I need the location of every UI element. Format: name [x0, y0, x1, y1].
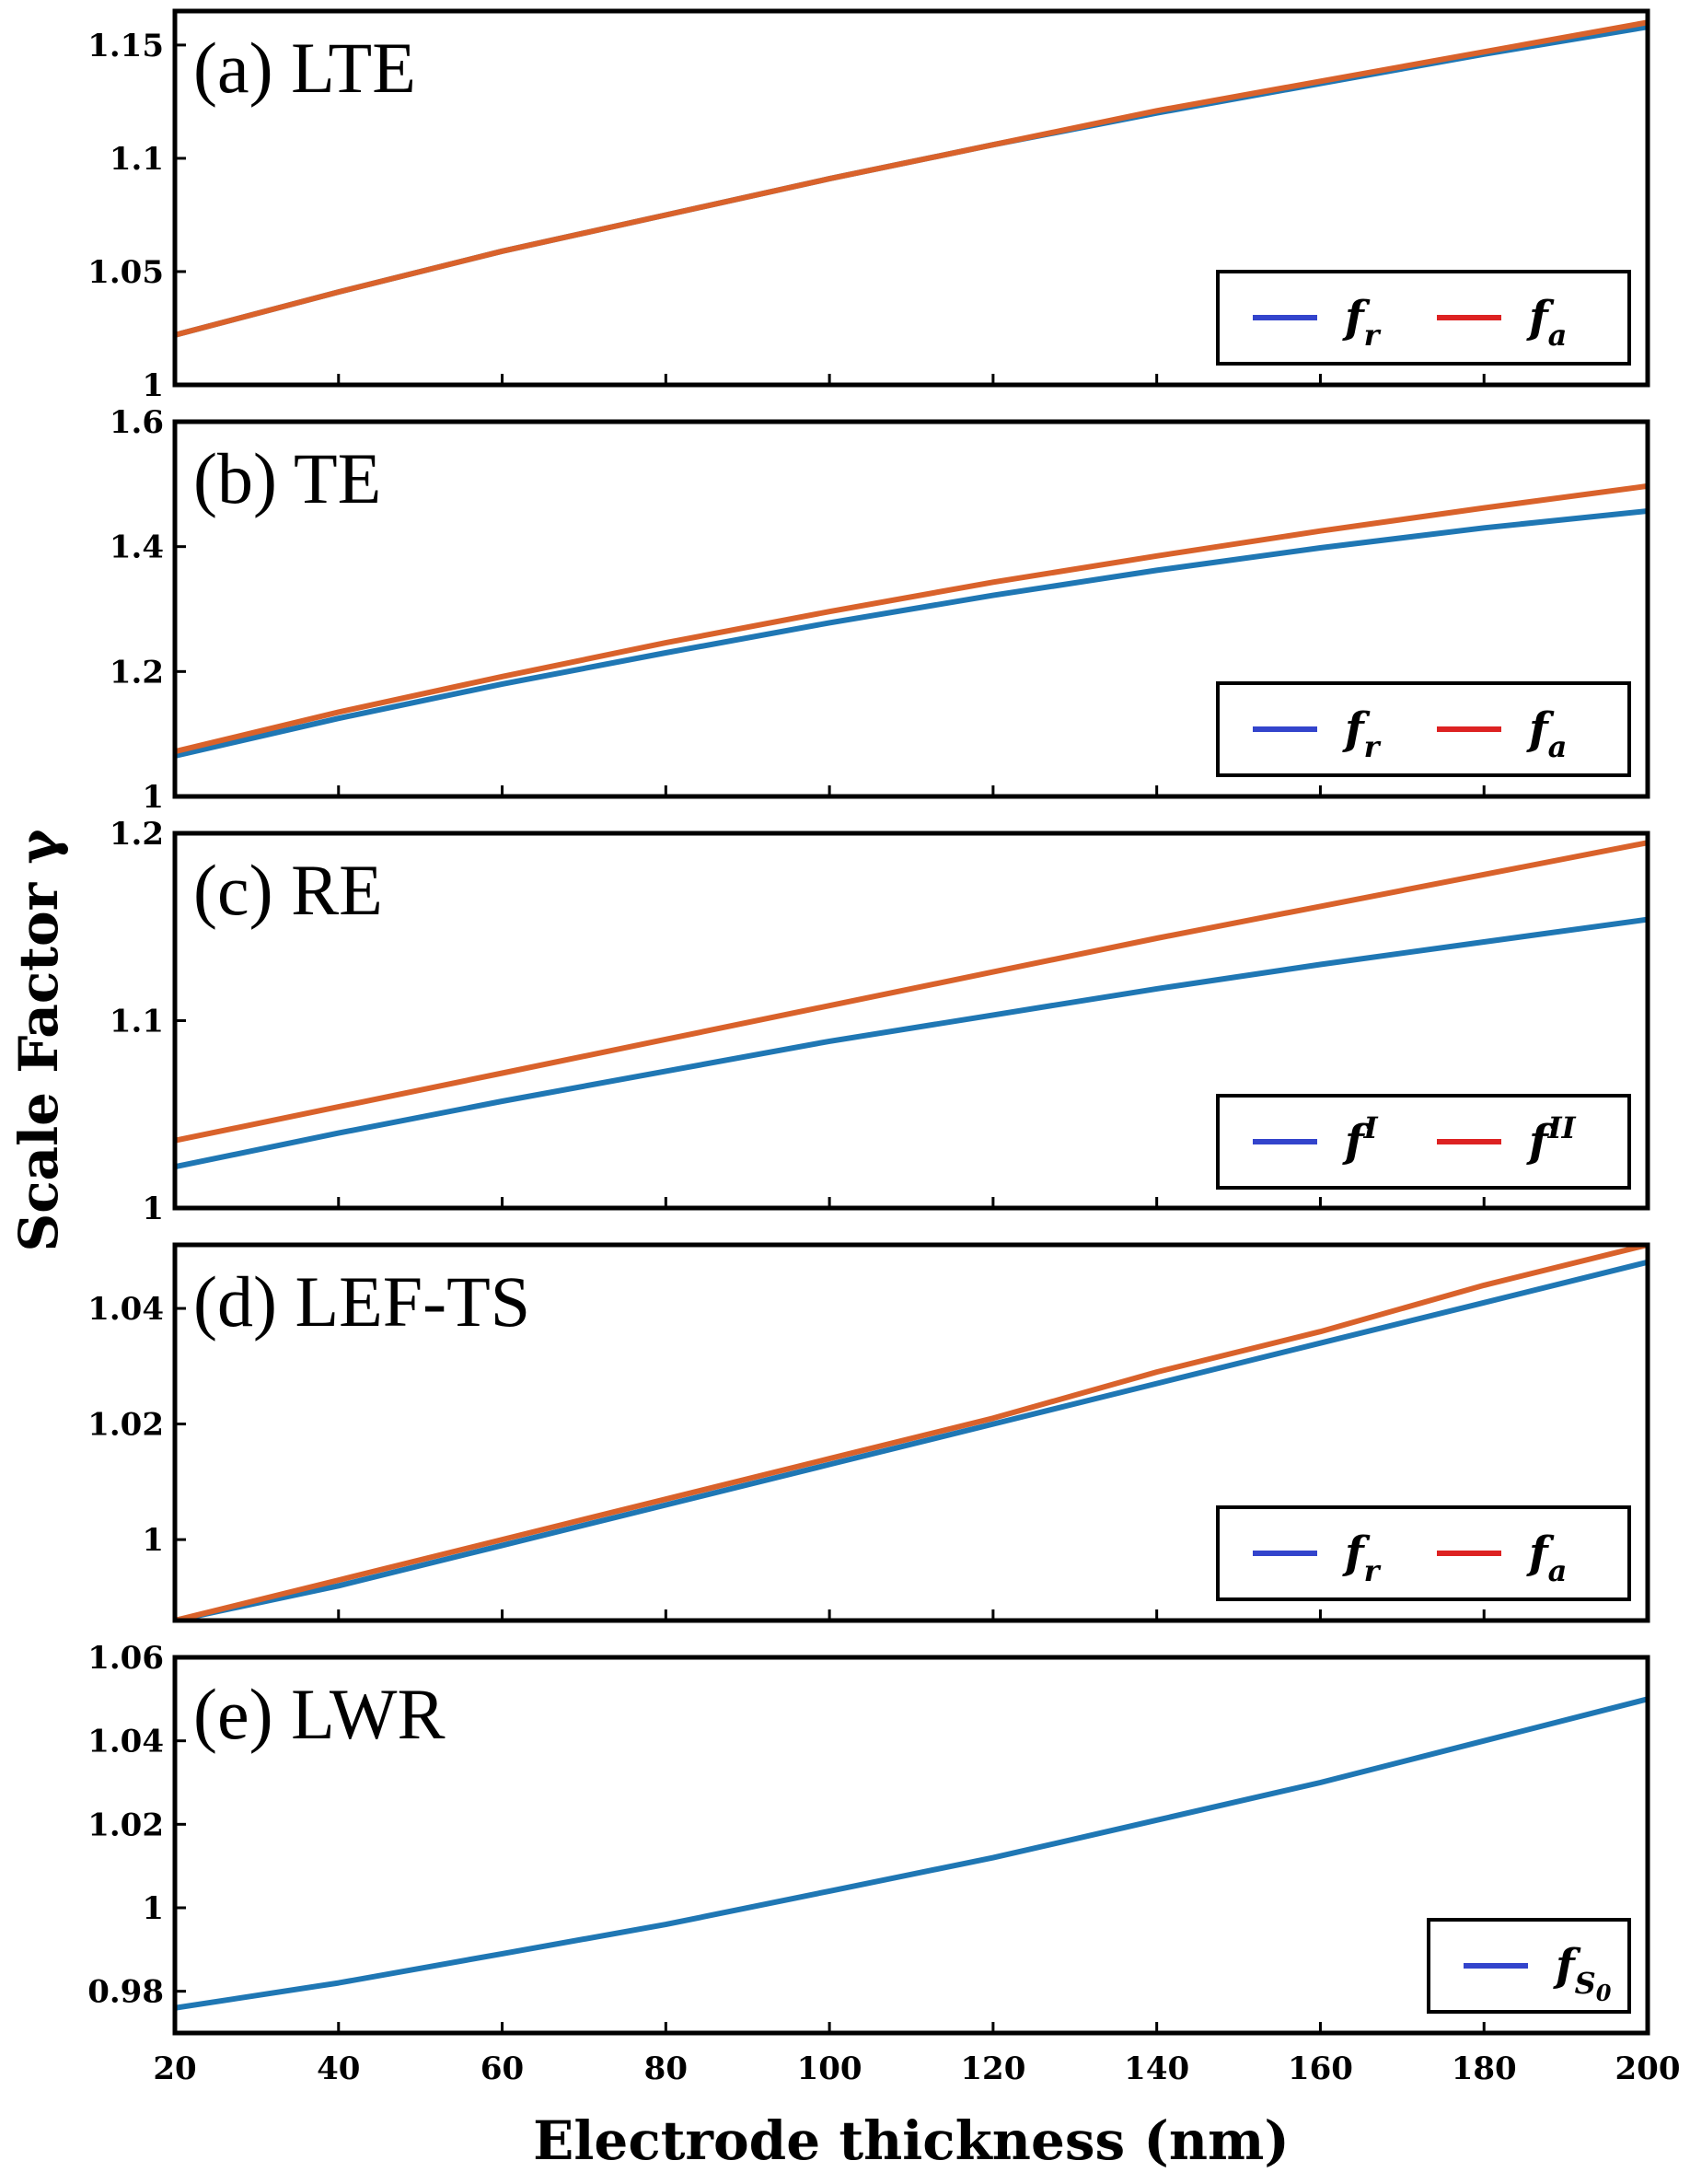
panel-1: 1 1.05 1.1 1.15 (a) LTE fr fa: [87, 8, 1650, 404]
legend: fr fa: [1216, 1505, 1631, 1601]
legend: fS0: [1427, 1918, 1631, 2014]
x-tick-labels: 20 40 60 80 100 120 140 160 180 200: [153, 2050, 1680, 2087]
x-axis-label: Electrode thickness (nm): [533, 2109, 1290, 2172]
y-tick-label: 1: [142, 779, 164, 816]
y-tick-label: 1.06: [87, 1640, 164, 1677]
series-line-fr: [175, 1259, 1648, 1621]
y-tick-label: 1.2: [110, 654, 164, 691]
legend-label: fr: [1342, 703, 1382, 764]
legend: fr fa: [1216, 681, 1631, 777]
y-tick-label: 1.1: [110, 1004, 164, 1040]
y-tick-label: 1.4: [110, 529, 164, 566]
series-line-fii: [175, 840, 1648, 1144]
panel-title: (b) TE: [193, 438, 381, 518]
y-axis-label: Scale Factor γ: [7, 829, 70, 1252]
panel-2: 1 1.2 1.4 1.6 (b) TE fr fa: [110, 404, 1650, 816]
y-tick-label: 1.1: [110, 141, 164, 178]
panel-title: (c) RE: [193, 850, 383, 930]
series-line-fr: [175, 508, 1648, 759]
legend-box: [1427, 1918, 1631, 2014]
plot-frame: [172, 1655, 1650, 2036]
plot-frame: [172, 8, 1650, 388]
x-tick-label: 80: [644, 2050, 688, 2087]
y-tick-label: 1.6: [110, 404, 164, 441]
x-tick-label: 200: [1615, 2050, 1681, 2087]
y-tick-label: 1: [142, 1890, 164, 1927]
plot-frame: [172, 419, 1650, 799]
panel-5: 0.98 1 1.02 1.04 1.06 (e) LWR fS0: [87, 1640, 1650, 2036]
y-tick-label: 1.04: [87, 1291, 164, 1328]
x-tick-label: 120: [960, 2050, 1025, 2087]
panel-4: 1 1.02 1.04 (d) LEF-TS fr fa: [87, 1242, 1650, 1623]
y-tick-label: 1: [142, 1522, 164, 1559]
x-tick-label: 180: [1452, 2050, 1517, 2087]
y-tick-label: 1.02: [87, 1407, 164, 1444]
x-tick-label: 40: [317, 2050, 360, 2087]
series-line-fi: [175, 916, 1648, 1170]
legend-label: fa: [1526, 1528, 1567, 1588]
panel-title: (e) LWR: [193, 1674, 446, 1754]
series-line-fs0: [175, 1696, 1648, 2011]
x-tick-label: 100: [797, 2050, 862, 2087]
panel-3: 1 1.1 1.2 (c) RE fI fII: [110, 816, 1650, 1227]
y-tick-label: 1.05: [87, 254, 164, 291]
y-tick-label: 1.2: [110, 816, 164, 853]
y-tick-label: 1.02: [87, 1806, 164, 1843]
legend: fI fII: [1216, 1094, 1631, 1190]
x-tick-label: 140: [1124, 2050, 1189, 2087]
legend: fr fa: [1216, 270, 1631, 366]
panel-title: (d) LEF-TS: [193, 1261, 530, 1342]
y-tick-label: 0.98: [87, 1974, 164, 2011]
series-line-fa: [175, 482, 1648, 755]
y-tick-label: 1: [142, 1191, 164, 1227]
series-line-fa: [175, 1245, 1648, 1621]
y-tick-label: 1: [142, 367, 164, 404]
series-line-fa: [175, 19, 1648, 338]
y-tick-label: 1.15: [87, 28, 164, 64]
plot-frame: [172, 1242, 1650, 1623]
y-tick-label: 1.04: [87, 1724, 164, 1760]
panel-title: (a) LTE: [193, 28, 416, 108]
x-tick-label: 60: [480, 2050, 524, 2087]
x-tick-label: 160: [1288, 2050, 1353, 2087]
x-tick-label: 20: [153, 2050, 196, 2087]
